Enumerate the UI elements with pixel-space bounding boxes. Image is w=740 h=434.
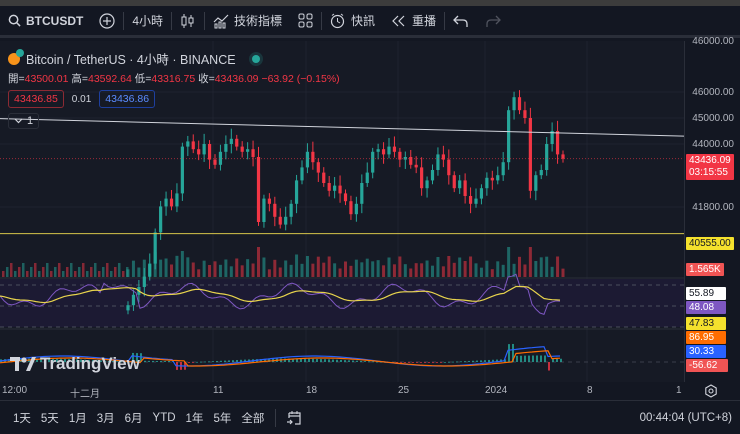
tradingview-logo-icon (10, 357, 36, 371)
collapsed-count: 1 (27, 115, 34, 127)
high-value: 43592.64 (88, 73, 132, 85)
toolbar-divider (321, 11, 323, 30)
range-all-button[interactable]: 全部 (241, 412, 265, 425)
change-value: −63.92 (−0.15%) (261, 73, 340, 85)
last-price-tag: 43436.09 03:15:55 (686, 154, 734, 180)
redo-icon (486, 15, 501, 27)
support-level-tag: 40555.00 (686, 237, 734, 250)
toolbar-divider (171, 11, 173, 30)
time-label: 1 (676, 385, 682, 396)
indicators-button[interactable]: 技術指標 (205, 6, 290, 35)
window-top-strip (0, 0, 740, 6)
chevron-down-icon (14, 118, 23, 124)
price-label-44000: 44000.00 (692, 139, 734, 150)
tradingview-watermark: TradingView (10, 354, 140, 374)
rewind-icon (392, 15, 405, 26)
toolbar-divider (275, 408, 277, 427)
toolbar-divider (444, 11, 446, 30)
goto-date-calendar-icon[interactable] (286, 410, 302, 426)
buy-price-button[interactable]: 43436.86 (99, 90, 156, 108)
symbol-label: BTCUSDT (26, 13, 84, 28)
candlestick-icon (181, 13, 194, 28)
market-open-status-icon (251, 54, 260, 63)
close-value: 43436.09 (214, 73, 259, 85)
time-label: 11 (213, 385, 224, 396)
rsi-ma2-tag: 47.83 (686, 317, 726, 330)
price-label-41800: 41800.00 (692, 202, 734, 213)
time-label: 25 (398, 385, 410, 396)
toolbar-divider (123, 11, 125, 30)
volume-tag: 1.565K (686, 263, 724, 276)
range-1y-button[interactable]: 1年 (185, 412, 204, 425)
range-1m-button[interactable]: 1月 (68, 412, 87, 425)
open-label: 開= (8, 73, 25, 85)
range-3m-button[interactable]: 3月 (96, 412, 115, 425)
range-5d-button[interactable]: 5天 (40, 412, 59, 425)
toolbar-divider (204, 11, 206, 30)
legend-title-row: Bitcoin / TetherUS · 4小時 · BINANCE (8, 48, 340, 68)
range-6m-button[interactable]: 6月 (124, 412, 143, 425)
close-label: 收= (198, 73, 215, 85)
low-label: 低= (134, 73, 152, 85)
bid-ask-row: 43436.85 0.01 43436.86 (8, 90, 340, 108)
top-toolbar: BTCUSDT 4小時 技術指標 快訊 重播 (0, 6, 740, 38)
chart-legend: Bitcoin / TetherUS · 4小時 · BINANCE 開=435… (8, 48, 340, 129)
replay-label: 重播 (412, 14, 437, 28)
price-label-top: 46000.00 (692, 36, 734, 47)
time-label: 12:00 (2, 385, 28, 396)
time-axis[interactable]: 12:00 十二月 11 18 25 2024 8 1 (0, 382, 740, 400)
macd-signal-tag: -56.62 (686, 359, 728, 372)
alert-label: 快訊 (351, 14, 376, 28)
last-price: 43436.09 (689, 155, 731, 166)
interval-label: 4小時 (132, 14, 164, 28)
macd-line-tag: 30.33 (686, 345, 726, 358)
chart-type-button[interactable] (172, 6, 204, 35)
price-label-46000: 46000.00 (692, 87, 734, 98)
price-chart-canvas[interactable] (0, 41, 684, 382)
range-1d-button[interactable]: 1天 (13, 412, 31, 425)
timezone-clock[interactable]: 00:44:04 (UTC+8) (639, 412, 732, 424)
search-icon (8, 14, 21, 27)
layouts-button[interactable] (290, 6, 321, 35)
time-label: 2024 (485, 385, 508, 396)
rsi-ma-tag: 48.08 (686, 301, 726, 314)
range-5y-button[interactable]: 5年 (213, 412, 232, 425)
open-value: 43500.01 (24, 73, 69, 85)
time-label: 十二月 (70, 389, 100, 400)
chart-settings-gear-icon[interactable] (704, 384, 718, 398)
bar-countdown: 03:15:55 (689, 167, 728, 178)
compare-symbol-button[interactable] (91, 6, 123, 35)
range-ytd-button[interactable]: YTD (152, 411, 176, 424)
alert-button[interactable]: 快訊 (322, 6, 383, 35)
chart-pane[interactable]: Bitcoin / TetherUS · 4小時 · BINANCE 開=435… (0, 36, 740, 382)
indicators-collapse-button[interactable]: 1 (8, 113, 40, 129)
watermark-text: TradingView (40, 354, 140, 373)
high-label: 高= (71, 73, 88, 85)
ohlc-values: 開=43500.01 高=43592.64 低=43316.75 收=43436… (8, 71, 340, 86)
rsi-value-tag: 55.89 (686, 287, 726, 300)
price-label-45000: 45000.00 (692, 113, 734, 124)
bottom-toolbar: 1天 5天 1月 3月 6月 YTD 1年 5年 全部 00:44:04 (UT… (0, 400, 740, 434)
time-label: 18 (306, 385, 318, 396)
bitcoin-logo-icon (8, 48, 24, 65)
interval-button[interactable]: 4小時 (124, 6, 171, 35)
legend-title: Bitcoin / TetherUS · 4小時 · BINANCE (26, 53, 236, 67)
indicators-label: 技術指標 (234, 14, 283, 28)
grid-icon (298, 13, 313, 28)
undo-button[interactable] (445, 6, 477, 35)
macd-histogram-tag: 86.95 (686, 331, 726, 344)
spread-value: 0.01 (71, 93, 92, 105)
plus-circle-icon (99, 12, 115, 29)
low-value: 43316.75 (151, 73, 196, 85)
sell-price-button[interactable]: 43436.85 (8, 90, 64, 108)
undo-icon (453, 15, 468, 27)
time-label: 8 (587, 385, 593, 396)
symbol-search-button[interactable]: BTCUSDT (0, 6, 91, 35)
redo-button[interactable] (477, 6, 509, 35)
alarm-clock-icon (330, 13, 345, 28)
replay-button[interactable]: 重播 (383, 6, 444, 35)
indicators-icon (213, 14, 229, 28)
